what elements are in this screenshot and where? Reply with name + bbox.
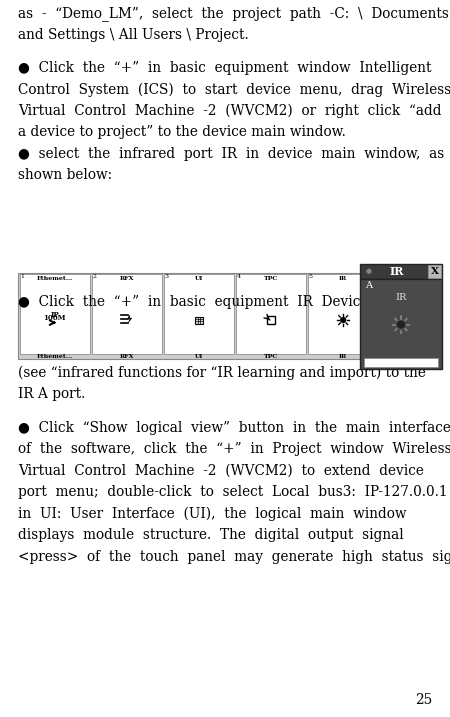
Text: in  UI:  User  Interface  (UI),  the  logical  main  window: in UI: User Interface (UI), the logical … (18, 507, 406, 521)
FancyBboxPatch shape (428, 265, 441, 277)
FancyBboxPatch shape (164, 274, 234, 353)
Text: as  -  “Demo_LM”,  select  the  project  path  -C:  \  Documents: as - “Demo_LM”, select the project path … (18, 6, 449, 21)
FancyBboxPatch shape (364, 358, 438, 367)
Text: port  menu;  double-click  to  select  Local  bus3:  IP-127.0.0.1: port menu; double-click to select Local … (18, 485, 447, 499)
Text: and Settings \ All Users \ Project.: and Settings \ All Users \ Project. (18, 27, 249, 42)
Text: 25: 25 (415, 693, 432, 707)
Text: of  the  software,  click  the  “+”  in  Project  window  Wireless: of the software, click the “+” in Projec… (18, 442, 450, 456)
Text: RFX: RFX (120, 275, 134, 280)
Text: ●  Click  “Show  logical  view”  button  in  the  main  interface: ● Click “Show logical view” button in th… (18, 421, 450, 435)
Text: A: A (365, 280, 372, 290)
FancyBboxPatch shape (236, 274, 306, 353)
Text: Ethemet...: Ethemet... (37, 354, 73, 359)
Text: ●  Click  the  “+”  in  basic  equipment  IR  Devices  window: ● Click the “+” in basic equipment IR De… (18, 295, 437, 308)
Text: 2: 2 (93, 275, 97, 280)
FancyBboxPatch shape (195, 317, 203, 323)
Text: 5: 5 (309, 275, 313, 280)
Circle shape (366, 269, 372, 274)
Text: RFX: RFX (120, 354, 134, 359)
Text: <press>  of  the  touch  panel  may  generate  high  status  signal: <press> of the touch panel may generate … (18, 550, 450, 564)
Text: to: to (428, 320, 441, 334)
FancyBboxPatch shape (360, 264, 442, 278)
FancyBboxPatch shape (267, 316, 275, 324)
Text: 1: 1 (21, 275, 24, 280)
Text: displays  module  structure.  The  digital  output  signal: displays module structure. The digital o… (18, 528, 404, 542)
Text: 100M: 100M (44, 314, 66, 323)
Text: a device to project” to the device main window.: a device to project” to the device main … (18, 125, 346, 139)
Text: TPC: TPC (264, 354, 278, 359)
Text: IP: IP (50, 310, 59, 318)
Text: IR: IR (390, 266, 404, 277)
FancyBboxPatch shape (18, 273, 380, 359)
Text: 4: 4 (237, 275, 241, 280)
Text: IR: IR (339, 354, 347, 359)
FancyBboxPatch shape (92, 274, 162, 353)
Text: IR A port.: IR A port. (18, 387, 86, 402)
FancyBboxPatch shape (360, 278, 442, 369)
Text: UI: UI (195, 354, 203, 359)
Text: X: X (431, 267, 438, 276)
Circle shape (396, 320, 405, 329)
Polygon shape (128, 315, 132, 323)
Text: Control  System  (ICS)  to  start  device  menu,  drag  Wireless: Control System (ICS) to start device men… (18, 82, 450, 97)
Text: shown below:: shown below: (18, 168, 112, 182)
Text: IR: IR (395, 293, 407, 303)
Text: ●  select  the  infrared  port  IR  in  device  main  window,  as: ● select the infrared port IR in device … (18, 147, 444, 161)
Text: 3: 3 (165, 275, 169, 280)
Text: UI: UI (195, 275, 203, 280)
Text: IR: IR (339, 275, 347, 280)
Text: ile: ile (420, 355, 437, 369)
Text: Virtual  Control  Machine  -2  (WVCM2)  or  right  click  “add: Virtual Control Machine -2 (WVCM2) or ri… (18, 104, 441, 118)
Text: TPC: TPC (264, 275, 278, 280)
Text: (see “infrared functions for “IR learning and import) to the: (see “infrared functions for “IR learnin… (18, 366, 426, 381)
Text: Ethemet...: Ethemet... (37, 275, 73, 280)
Text: Virtual  Control  Machine  -2  (WVCM2)  to  extend  device: Virtual Control Machine -2 (WVCM2) to ex… (18, 464, 424, 478)
FancyBboxPatch shape (308, 274, 378, 353)
Text: ●  Click  the  “+”  in  basic  equipment  window  Intelligent: ● Click the “+” in basic equipment windo… (18, 61, 432, 75)
Circle shape (340, 318, 346, 323)
FancyBboxPatch shape (19, 274, 90, 353)
